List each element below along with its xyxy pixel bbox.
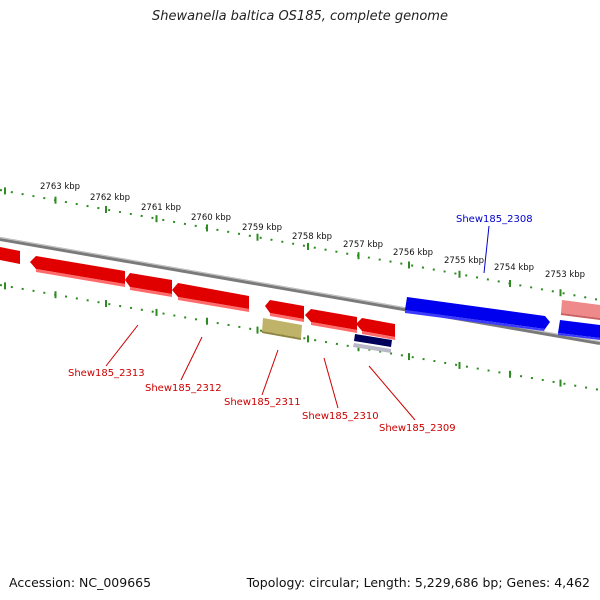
forward-strand-features (405, 297, 600, 340)
accession-text: Accession: NC_009665 (9, 575, 152, 590)
scale-label-2758: 2758 kbp (292, 232, 332, 242)
feature-olive-shew185-2311[interactable] (262, 318, 302, 338)
scale-label-2757: 2757 kbp (343, 240, 383, 250)
scale-label-2762: 2762 kbp (90, 193, 130, 203)
reverse-gene-shew185-2313[interactable] (30, 256, 125, 284)
inner-tick-dotted-line (0, 284, 600, 391)
connector-shew185-2308 (483, 225, 490, 274)
outer-major-ticks (4, 187, 562, 297)
feature-navy-shew185-2309[interactable] (354, 334, 392, 347)
connector-shew185-2311 (261, 349, 279, 396)
reverse-gene-shew185-2310-shade (311, 322, 357, 333)
forward-gene-shew185-2308[interactable] (405, 297, 550, 329)
genome-summary-text: Topology: circular; Length: 5,229,686 bp… (246, 575, 590, 590)
inner-tick-ring (0, 282, 600, 391)
connector-shew185-2313 (105, 324, 139, 367)
forward-gene-shew185-2306-shade (558, 333, 600, 340)
reverse-gene-shew185-2311a[interactable] (265, 300, 304, 319)
reverse-gene-shew185-2313-shade (36, 269, 125, 287)
forward-gene-shew185-2307-shade (561, 313, 600, 320)
gene-label-shew185-2308[interactable]: Shew185_2308 (456, 214, 533, 225)
scale-label-2761: 2761 kbp (141, 203, 181, 213)
gene-labels: Shew185_2308 Shew185_2313 Shew185_2312 S… (68, 214, 533, 434)
reverse-gene-shew185-2309[interactable] (356, 318, 395, 337)
forward-gene-shew185-2307[interactable] (561, 300, 600, 318)
scale-label-2756: 2756 kbp (393, 248, 433, 258)
connector-shew185-2309 (368, 365, 416, 421)
scale-label-2755: 2755 kbp (444, 256, 484, 266)
connector-shew185-2312 (180, 336, 203, 381)
scale-label-2759: 2759 kbp (242, 223, 282, 233)
map-title: Shewanella baltica OS185, complete genom… (152, 9, 448, 24)
reverse-gene-shew185-2312a-shade (130, 287, 172, 297)
gene-label-shew185-2310[interactable]: Shew185_2310 (302, 411, 379, 422)
reverse-gene-left-edge[interactable] (0, 247, 20, 264)
outer-tick-ring (0, 187, 600, 301)
reverse-gene-shew185-2312[interactable] (172, 283, 249, 309)
scale-labels: 2763 kbp 2762 kbp 2761 kbp 2760 kbp 2759… (40, 182, 585, 280)
scale-label-2753: 2753 kbp (545, 270, 585, 280)
reverse-strand-features (0, 247, 395, 353)
connector-shew185-2310 (323, 357, 339, 409)
reverse-gene-shew185-2309-shade (362, 331, 395, 340)
gene-label-shew185-2312[interactable]: Shew185_2312 (145, 383, 222, 394)
backbone-line (0, 237, 600, 345)
scale-label-2754: 2754 kbp (494, 263, 534, 273)
feature-gray-shew185-2309 (353, 343, 391, 353)
gene-label-shew185-2309[interactable]: Shew185_2309 (379, 423, 456, 434)
gene-label-shew185-2313[interactable]: Shew185_2313 (68, 368, 145, 379)
reverse-gene-shew185-2311a-shade (270, 313, 304, 322)
feature-olive-shade (262, 331, 301, 340)
scale-label-2760: 2760 kbp (191, 213, 231, 223)
label-connectors (105, 225, 490, 421)
scale-label-2763: 2763 kbp (40, 182, 80, 192)
reverse-gene-shew185-2310[interactable] (305, 309, 357, 330)
forward-gene-shew185-2306[interactable] (558, 320, 600, 338)
reverse-gene-shew185-2312-shade (178, 297, 249, 312)
reverse-gene-shew185-2312a[interactable] (125, 273, 172, 294)
forward-gene-shew185-2308-shade (405, 310, 545, 331)
gene-label-shew185-2311[interactable]: Shew185_2311 (224, 397, 301, 408)
